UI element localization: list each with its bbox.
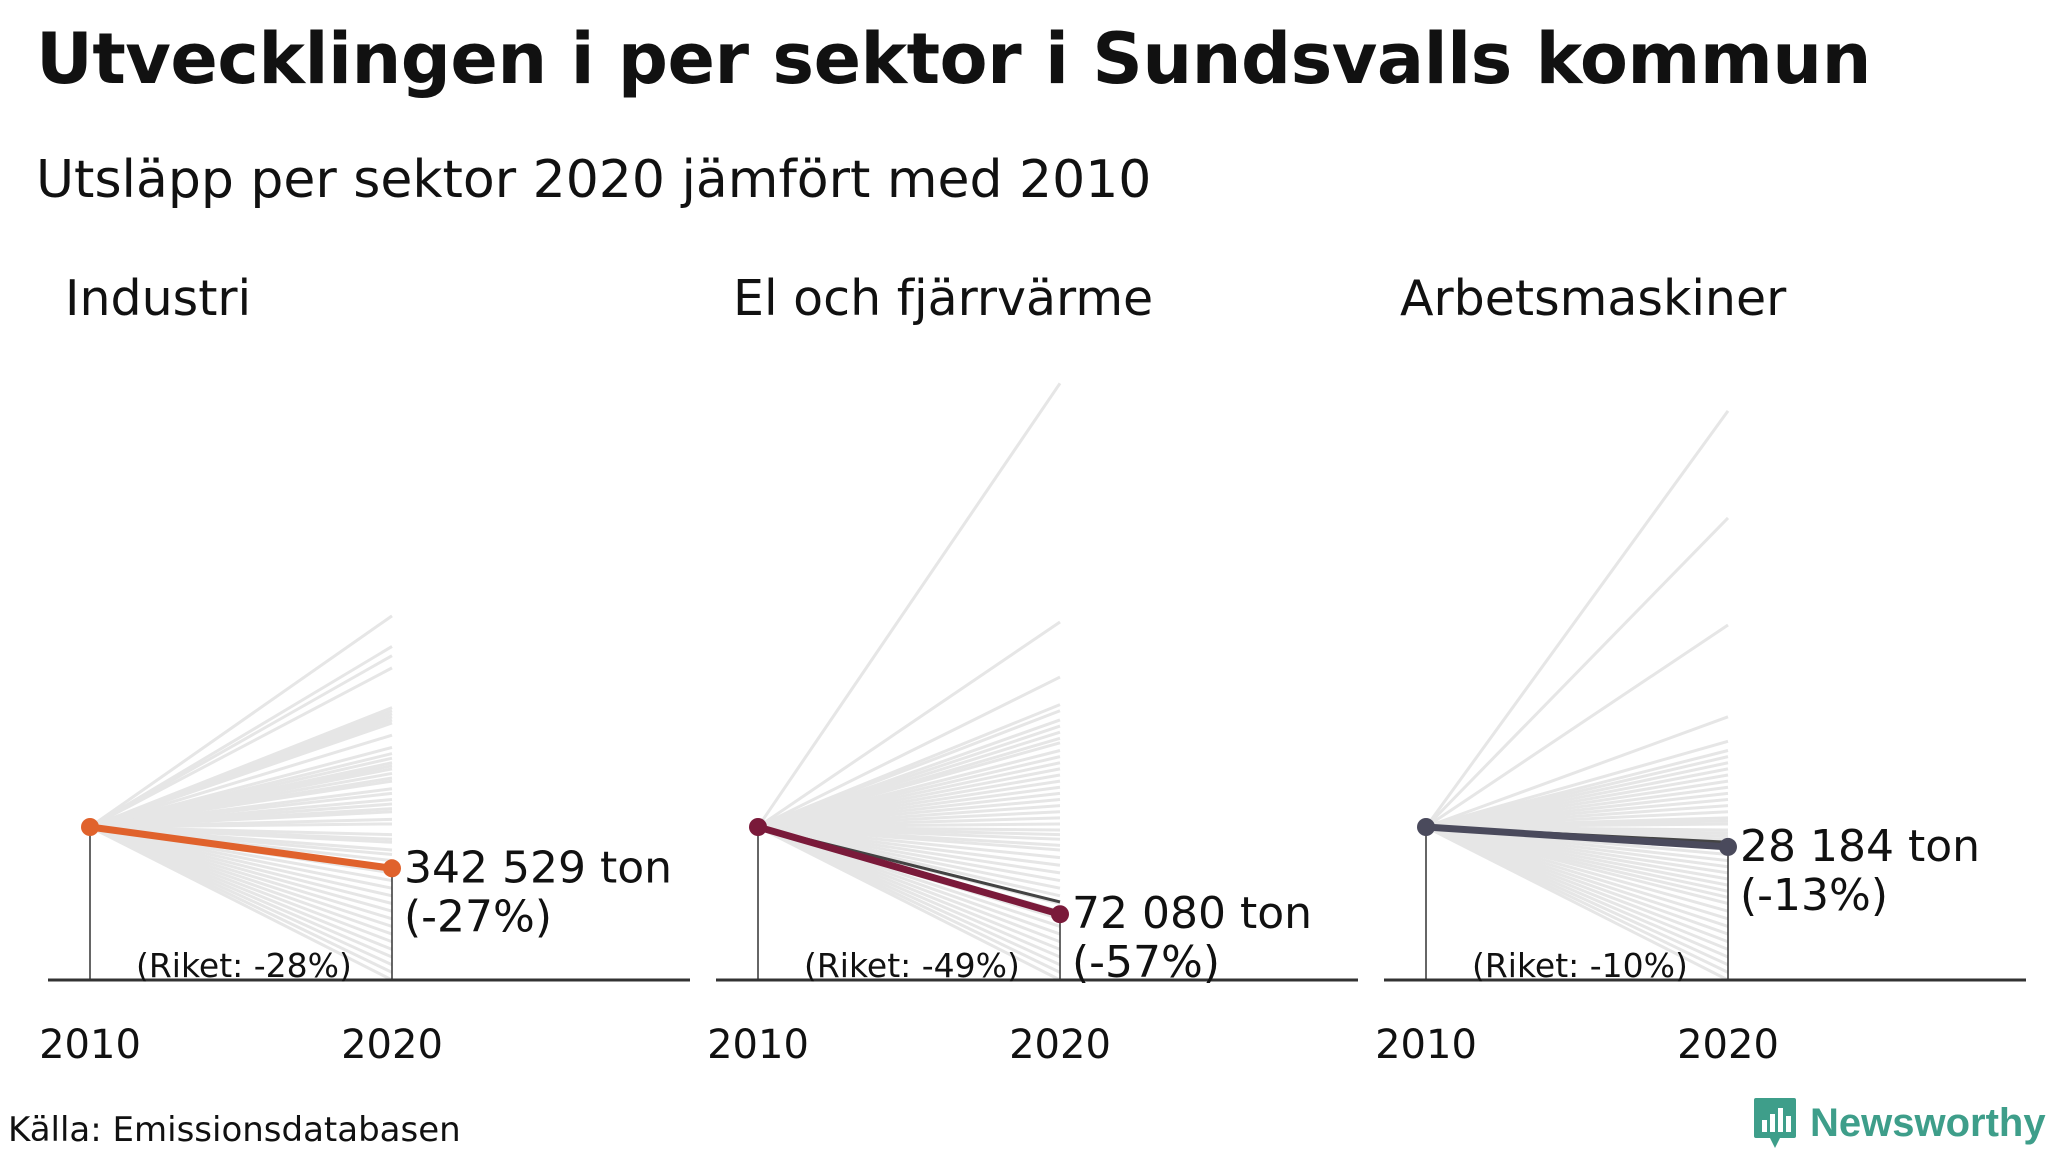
background-municipality-line	[1425, 825, 1729, 982]
background-municipality-line	[757, 825, 1061, 982]
change-label: (-27%)	[404, 891, 552, 942]
background-municipality-line	[89, 721, 393, 829]
change-label: (-13%)	[1740, 870, 1888, 921]
panel-title-industri: Industri	[65, 270, 252, 327]
background-municipality-line	[89, 733, 393, 829]
x-tick-2010: 2010	[707, 1022, 809, 1068]
panel-title-el-och-fjarrvarme: El och fjärrvärme	[733, 270, 1154, 327]
x-tick-2020: 2020	[1009, 1022, 1111, 1068]
background-municipality-line	[757, 675, 1061, 829]
background-municipality-line	[757, 620, 1061, 829]
chart-title: Utvecklingen i per sektor i Sundsvalls k…	[36, 18, 1871, 100]
highlight-series-line	[86, 823, 396, 872]
background-municipality-line	[1424, 409, 1730, 828]
highlight-series-line	[1422, 823, 1732, 851]
highlight-point-2020	[1719, 837, 1737, 856]
background-municipality-line	[1424, 516, 1730, 829]
background-municipality-line	[89, 666, 393, 829]
national-change-label: (Riket: -28%)	[136, 946, 352, 985]
background-municipality-line	[89, 825, 393, 982]
highlight-point-2020	[383, 859, 401, 878]
x-tick-2010: 2010	[1375, 1022, 1477, 1068]
x-tick-2020: 2020	[1677, 1022, 1779, 1068]
change-label: (-57%)	[1072, 937, 1220, 988]
national-change-label: (Riket: -49%)	[804, 946, 1020, 985]
value-label-2020: 342 529 ton	[404, 842, 672, 893]
chart-subtitle: Utsläpp per sektor 2020 jämfört med 2010	[36, 150, 1152, 210]
national-change-label: (Riket: -10%)	[1472, 946, 1688, 985]
x-tick-2010: 2010	[39, 1022, 141, 1068]
background-municipality-line	[1425, 715, 1729, 829]
background-municipality-line	[89, 654, 393, 829]
panel-title-arbetsmaskiner: Arbetsmaskiner	[1400, 270, 1787, 327]
value-label-2020: 28 184 ton	[1740, 821, 1980, 872]
highlight-point-2010	[81, 818, 99, 836]
highlight-point-2020	[1051, 905, 1069, 924]
source-note: Källa: Emissionsdatabasen	[8, 1110, 461, 1150]
x-tick-2020: 2020	[341, 1022, 443, 1068]
brand-name: Newsworthy	[1810, 1100, 2046, 1145]
background-municipality-line	[756, 382, 1062, 828]
background-municipality-line	[89, 822, 393, 829]
background-municipality-line	[1425, 623, 1729, 829]
highlight-point-2010	[1417, 818, 1435, 836]
highlight-point-2010	[749, 818, 767, 836]
background-municipality-line	[89, 614, 393, 829]
value-label-2020: 72 080 ton	[1072, 888, 1312, 939]
highlight-series-line	[754, 823, 1064, 918]
newsworthy-logo: Newsworthy	[1752, 1096, 2046, 1150]
bar-chart-speech-bubble-icon	[1754, 1098, 1796, 1148]
